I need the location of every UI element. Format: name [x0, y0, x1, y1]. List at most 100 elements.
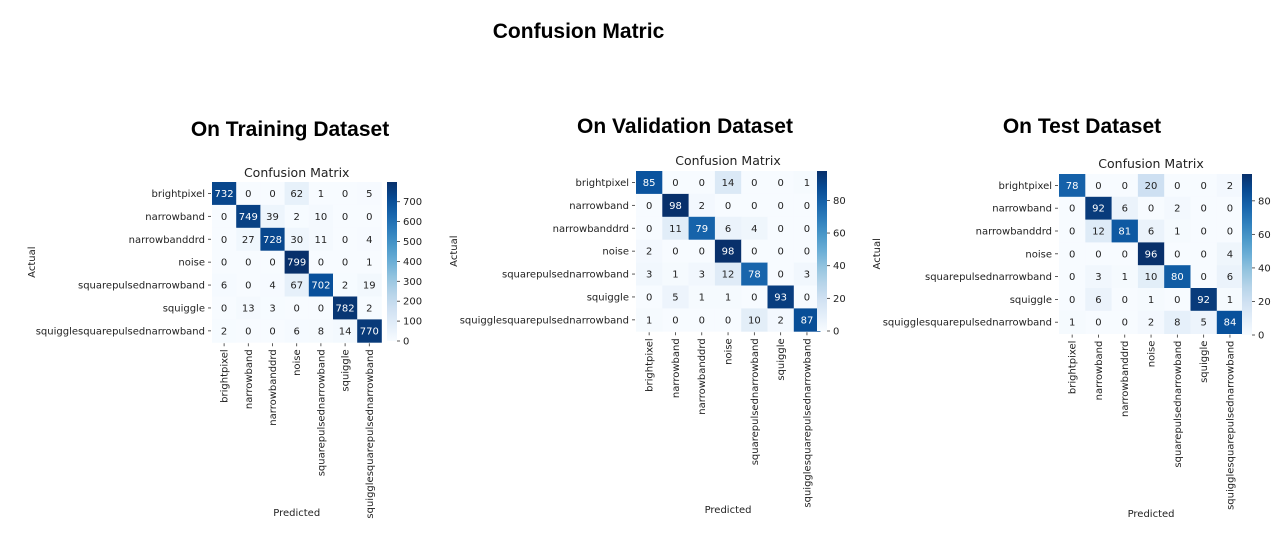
heatmap-cell	[1111, 288, 1139, 312]
heatmap-cell	[662, 239, 689, 263]
y-tick-label: squigglesquarepulsednarrowband	[883, 318, 1052, 329]
cell-value: 0	[1174, 181, 1180, 192]
cell-value: 6	[1227, 272, 1233, 283]
cell-value: 6	[1148, 227, 1154, 238]
heatmap-cell	[1216, 310, 1244, 334]
colorbar	[387, 182, 397, 341]
cell-value: 0	[672, 315, 678, 326]
x-tick-label: noise	[1147, 341, 1158, 368]
colorbar-tick-label: 100	[403, 317, 422, 328]
cell-value: 3	[699, 270, 705, 281]
cell-value: 3	[1095, 272, 1101, 283]
heatmap-cell	[793, 285, 821, 309]
heatmap-cell	[1164, 242, 1191, 266]
x-tick-label: squarepulsednarrowband	[750, 338, 761, 465]
heatmap-cell	[688, 262, 716, 286]
heatmap-cell	[793, 262, 821, 286]
heatmap-cell	[793, 308, 821, 332]
heatmap-cell	[357, 319, 382, 343]
cell-value: 0	[672, 247, 678, 258]
x-tick-label: squigglesquarepulsednarrowband	[365, 349, 376, 518]
heatmap-cell	[236, 204, 261, 229]
cell-value: 6	[294, 326, 300, 337]
y-tick-label: squiggle	[587, 292, 629, 303]
cell-value: 27	[242, 235, 255, 246]
cell-value: 79	[695, 224, 708, 235]
cell-value: 0	[1200, 249, 1206, 260]
colorbar-tick-label: 500	[403, 237, 422, 248]
cell-value: 2	[1227, 181, 1233, 192]
cell-value: 0	[245, 281, 251, 292]
cell-value: 98	[722, 247, 735, 258]
heatmap-cell	[357, 227, 382, 252]
cell-value: 1	[1069, 318, 1075, 329]
cell-value: 6	[1095, 295, 1101, 306]
y-tick-label: noise	[178, 258, 205, 269]
cell-value: 0	[245, 258, 251, 269]
heatmap-cell	[688, 216, 716, 241]
heatmap-cell	[688, 193, 716, 218]
x-tick-label: squigglesquarepulsednarrowband	[1225, 341, 1236, 510]
cell-value: 4	[366, 235, 372, 246]
cell-value: 8	[1174, 318, 1180, 329]
cell-value: 78	[1066, 181, 1079, 192]
heatmap-cell	[308, 273, 334, 297]
cell-value: 0	[342, 212, 348, 223]
cell-value: 4	[751, 224, 757, 235]
cell-value: 92	[1197, 295, 1210, 306]
x-tick-label: brightpixel	[220, 349, 231, 403]
heatmap-cell	[662, 171, 689, 195]
heatmap-cell	[1164, 174, 1191, 198]
heatmap-cell	[260, 227, 285, 252]
cell-value: 0	[1122, 181, 1128, 192]
cell-value: 0	[318, 303, 324, 314]
cell-value: 0	[804, 201, 810, 212]
cell-value: 0	[1069, 295, 1075, 306]
heatmap-cell	[636, 285, 663, 309]
x-tick-label: narrowband	[244, 349, 255, 409]
heatmap-cell	[1137, 242, 1165, 266]
x-axis-label: Predicted	[705, 505, 752, 516]
cell-value: 0	[269, 258, 275, 269]
cell-value: 0	[1095, 181, 1101, 192]
heatmap-cell	[260, 319, 285, 343]
heatmap-cell	[1190, 219, 1218, 243]
y-tick-label: squiggle	[163, 303, 205, 314]
cell-value: 0	[804, 247, 810, 258]
heatmap-cell	[1059, 174, 1086, 198]
heatmap-cell	[260, 296, 285, 320]
cell-value: 0	[804, 292, 810, 303]
cell-value: 81	[1118, 227, 1131, 238]
cell-value: 14	[722, 178, 735, 189]
y-tick-label: narrowbanddrd	[129, 235, 205, 246]
heatmap-cell	[236, 319, 261, 343]
heatmap-cell	[1190, 196, 1218, 220]
heatmap-cell	[212, 273, 237, 297]
heatmap-cell	[1137, 219, 1165, 243]
heatmap-cell	[1111, 196, 1139, 220]
cell-value: 85	[643, 178, 656, 189]
cell-value: 0	[1227, 227, 1233, 238]
heatmap-cell	[1059, 288, 1086, 312]
y-tick-label: squarepulsednarrowband	[78, 281, 205, 292]
cell-value: 14	[339, 326, 352, 337]
heatmap-cell	[1085, 265, 1112, 289]
heatmap-cell	[1137, 265, 1165, 289]
cell-value: 0	[804, 224, 810, 235]
cell-value: 0	[672, 178, 678, 189]
page-title: Confusion Matric	[492, 20, 665, 43]
y-tick-label: squigglesquarepulsednarrowband	[460, 315, 629, 326]
x-tick-label: squigglesquarepulsednarrowband	[802, 338, 813, 507]
heatmap-cell	[1216, 196, 1244, 220]
heatmap-cell	[793, 171, 821, 195]
heatmap-cell	[236, 296, 261, 320]
cell-value: 0	[751, 247, 757, 258]
colorbar-tick-label: 300	[403, 277, 422, 288]
cell-value: 13	[242, 303, 255, 314]
heatmap-cell	[767, 193, 795, 218]
cell-value: 0	[777, 178, 783, 189]
cell-value: 0	[646, 224, 652, 235]
cell-value: 0	[221, 212, 227, 223]
cell-value: 78	[748, 270, 761, 281]
